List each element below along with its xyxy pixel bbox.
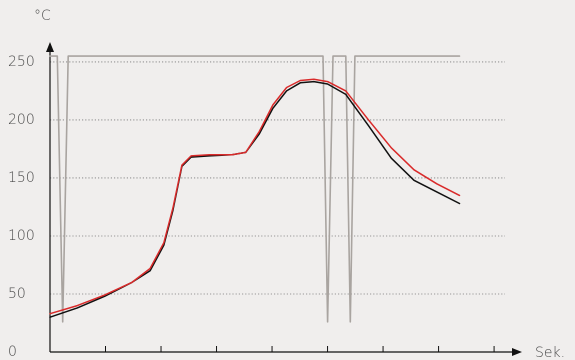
x-axis-arrow <box>512 348 522 356</box>
y-tick-label-250: 250 <box>8 54 35 70</box>
y-tick-label-200: 200 <box>8 112 35 128</box>
y-tick-label-150: 150 <box>8 170 35 186</box>
series-line-0 <box>49 55 461 323</box>
y-unit-label: °C <box>34 8 51 24</box>
x-unit-label: Sek. <box>535 345 565 360</box>
y-tick-label-0: 0 <box>8 344 17 360</box>
y-tick-label-100: 100 <box>8 228 35 244</box>
series-line-1 <box>49 80 461 318</box>
y-tick-label-50: 50 <box>8 286 26 302</box>
y-axis-arrow <box>46 42 54 52</box>
series-line-2 <box>49 78 461 315</box>
